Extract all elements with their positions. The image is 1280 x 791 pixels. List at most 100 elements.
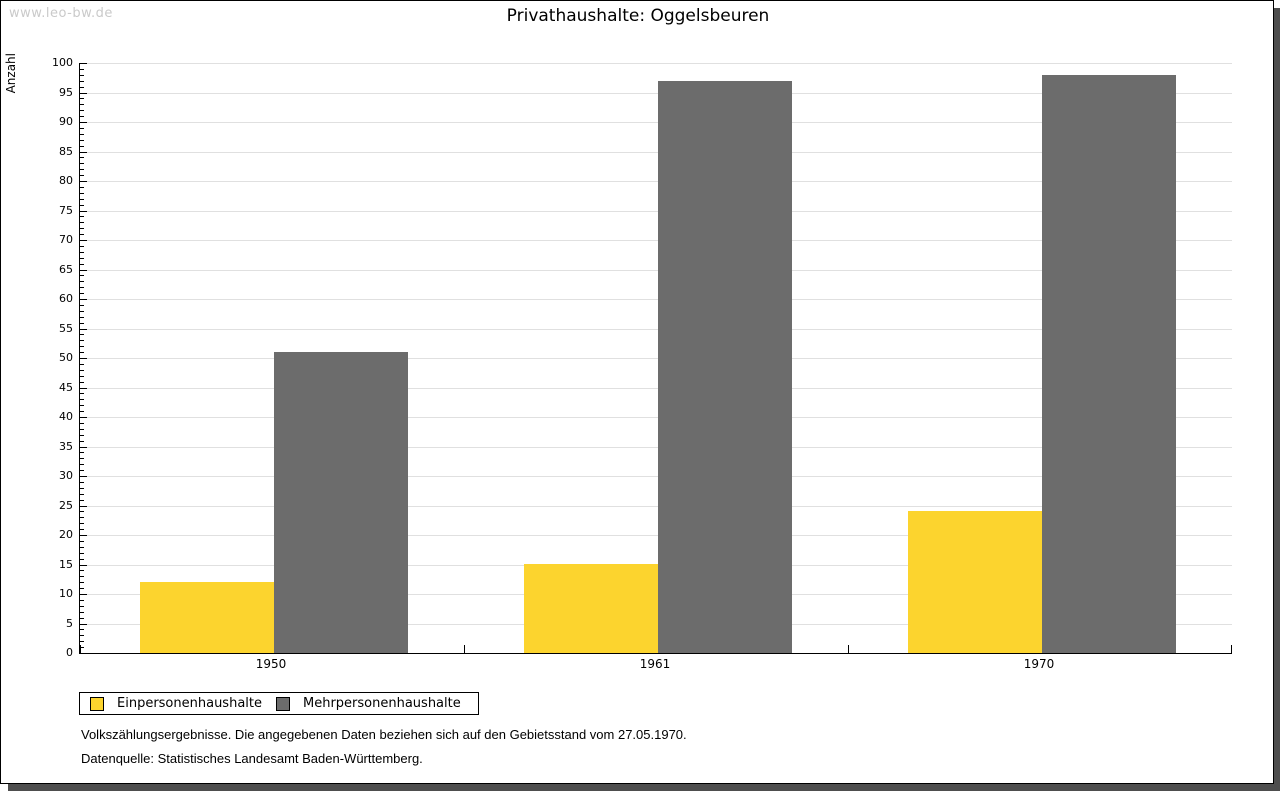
y-minor-tick xyxy=(80,582,84,584)
y-minor-tick xyxy=(80,611,84,613)
y-major-tick xyxy=(80,210,87,212)
y-minor-tick xyxy=(80,411,84,413)
gridline xyxy=(80,358,1232,359)
y-major-tick xyxy=(80,535,87,536)
y-minor-tick xyxy=(80,234,84,236)
y-tick-label: 35 xyxy=(59,439,73,453)
y-major-tick xyxy=(80,181,87,182)
y-minor-tick xyxy=(80,647,84,649)
y-minor-tick xyxy=(80,493,84,495)
y-minor-tick xyxy=(80,428,84,430)
y-minor-tick xyxy=(80,399,84,401)
chart-title: Privathaushalte: Oggelsbeuren xyxy=(506,6,770,26)
y-minor-tick xyxy=(80,334,84,336)
bar-einpersonenhaushalte-1970 xyxy=(908,511,1042,653)
bar-einpersonenhaushalte-1961 xyxy=(524,564,658,653)
y-minor-tick xyxy=(80,511,84,513)
y-major-tick xyxy=(80,358,87,359)
y-minor-tick xyxy=(80,641,84,643)
gridline xyxy=(80,387,1232,389)
legend-swatch xyxy=(90,696,104,711)
y-minor-tick xyxy=(80,340,84,342)
gridline xyxy=(80,328,1232,330)
y-minor-tick xyxy=(80,381,84,383)
y-major-tick xyxy=(80,564,87,566)
frame-shadow-right xyxy=(1274,8,1280,791)
y-minor-tick xyxy=(80,74,84,76)
footer-note: Volkszählungsergebnisse. Die angegebenen… xyxy=(81,727,687,742)
y-minor-tick xyxy=(80,275,84,277)
y-minor-tick xyxy=(80,116,84,118)
y-tick-label: 95 xyxy=(59,85,73,99)
y-minor-tick xyxy=(80,599,84,601)
y-tick-label: 55 xyxy=(59,321,73,335)
y-tick-label: 10 xyxy=(59,587,73,600)
watermark: www.leo-bw.de xyxy=(9,6,113,21)
y-major-tick xyxy=(80,594,87,595)
y-tick-label: 85 xyxy=(59,144,73,158)
y-minor-tick xyxy=(80,104,84,106)
y-minor-tick xyxy=(80,470,84,472)
y-minor-tick xyxy=(80,440,84,442)
y-minor-tick xyxy=(80,458,84,460)
y-minor-tick xyxy=(80,228,84,230)
y-minor-tick xyxy=(80,369,84,371)
legend: Einpersonenhaushalte Mehrpersonenhaushalt… xyxy=(79,692,479,715)
legend-label: Mehrpersonenhaushalte xyxy=(303,696,461,711)
gridline xyxy=(80,181,1232,182)
y-minor-tick xyxy=(80,169,84,171)
y-minor-tick xyxy=(80,588,84,590)
y-minor-tick xyxy=(80,251,84,253)
y-minor-tick xyxy=(80,310,84,312)
y-tick-label: 25 xyxy=(59,498,73,512)
legend-item: Einpersonenhaushalte xyxy=(90,696,262,711)
y-minor-tick xyxy=(80,529,84,531)
y-minor-tick xyxy=(80,222,84,224)
y-minor-tick xyxy=(80,186,84,188)
y-minor-tick xyxy=(80,198,84,200)
gridline xyxy=(80,210,1232,212)
y-tick-label: 80 xyxy=(59,174,73,187)
y-minor-tick xyxy=(80,523,84,525)
y-minor-tick xyxy=(80,316,84,318)
y-minor-tick xyxy=(80,216,84,218)
y-major-tick xyxy=(80,299,87,300)
y-tick-label: 75 xyxy=(59,203,73,217)
gridline xyxy=(80,240,1232,241)
y-minor-tick xyxy=(80,629,84,631)
y-minor-tick xyxy=(80,204,84,206)
gridline xyxy=(80,92,1232,94)
legend-swatch xyxy=(276,696,290,711)
y-tick-label: 50 xyxy=(59,351,73,364)
y-major-tick xyxy=(80,476,87,477)
gridline xyxy=(80,151,1232,153)
y-tick-label: 45 xyxy=(59,380,73,394)
y-minor-tick xyxy=(80,422,84,424)
y-minor-tick xyxy=(80,464,84,466)
y-tick-label: 15 xyxy=(59,557,73,571)
y-minor-tick xyxy=(80,157,84,159)
y-major-tick xyxy=(80,122,87,123)
y-major-tick xyxy=(80,446,87,448)
x-category-label: 1970 xyxy=(1023,657,1055,671)
y-minor-tick xyxy=(80,86,84,88)
gridline xyxy=(80,299,1232,300)
y-minor-tick xyxy=(80,352,84,354)
y-major-tick xyxy=(80,417,87,418)
y-minor-tick xyxy=(80,635,84,637)
y-major-tick xyxy=(80,92,87,94)
y-minor-tick xyxy=(80,322,84,324)
y-minor-tick xyxy=(80,68,84,70)
bar-mehrpersonenhaushalte-1970 xyxy=(1042,75,1176,653)
gridline xyxy=(80,63,1232,64)
y-minor-tick xyxy=(80,192,84,194)
y-minor-tick xyxy=(80,605,84,607)
y-tick-label: 70 xyxy=(59,233,73,246)
y-major-tick xyxy=(80,623,87,625)
y-minor-tick xyxy=(80,346,84,348)
plot-area xyxy=(79,63,1232,654)
y-minor-tick xyxy=(80,163,84,165)
y-minor-tick xyxy=(80,175,84,177)
y-minor-tick xyxy=(80,245,84,247)
